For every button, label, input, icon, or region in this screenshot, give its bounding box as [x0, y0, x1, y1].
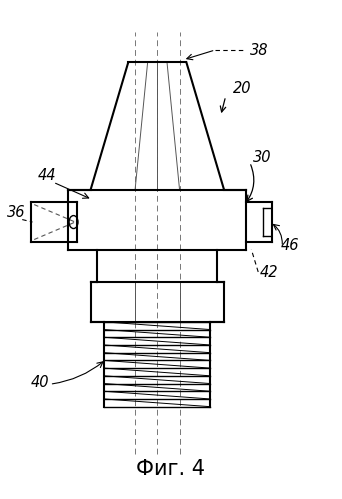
- Text: 40: 40: [31, 375, 49, 390]
- Text: Фиг. 4: Фиг. 4: [136, 459, 206, 479]
- Text: 38: 38: [250, 43, 268, 58]
- Text: 36: 36: [7, 205, 25, 220]
- Text: 44: 44: [38, 168, 56, 183]
- Text: 46: 46: [280, 238, 299, 252]
- Text: 30: 30: [253, 150, 272, 165]
- Text: 42: 42: [260, 265, 278, 280]
- Text: 20: 20: [233, 81, 251, 96]
